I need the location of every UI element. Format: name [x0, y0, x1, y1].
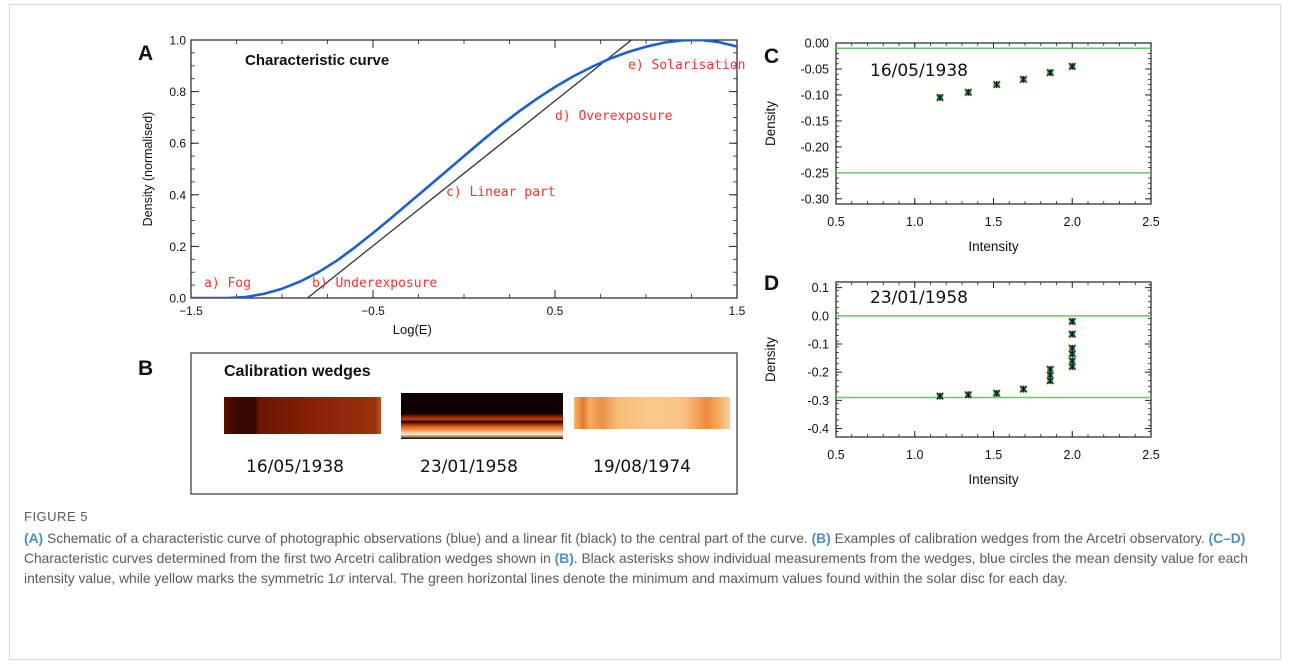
caption-text-rest2: interval. The green horizontal lines den…: [344, 571, 1068, 586]
wedge-date-1958: 23/01/1958: [420, 457, 518, 477]
annotation-label: a) Fog: [204, 276, 251, 291]
wedge-image-1938: [224, 397, 381, 434]
y-tick-label: -0.25: [801, 166, 830, 180]
chart-title: 16/05/1938: [870, 61, 968, 81]
wedge-image-1958: [401, 393, 563, 439]
caption-ref-cd: (C–D): [1208, 531, 1246, 546]
x-tick-label: 1.0: [906, 215, 923, 229]
annotation-label: d) Overexposure: [555, 109, 673, 124]
data-point: [1067, 62, 1077, 71]
y-tick-label: -0.3: [807, 394, 829, 408]
x-tick-label: 0.5: [827, 448, 844, 462]
x-tick-label: 1.5: [985, 448, 1002, 462]
data-point: [935, 93, 945, 102]
x-tick-label: −1.5: [179, 304, 203, 318]
caption-ref-b2: (B): [554, 551, 574, 566]
data-point: [1067, 317, 1077, 326]
y-tick-label: -0.4: [807, 422, 829, 436]
data-point: [1019, 75, 1028, 84]
data-point: [1045, 68, 1055, 77]
x-axis-label: Intensity: [968, 472, 1019, 487]
x-axis-label: Intensity: [968, 239, 1019, 254]
chart-title: 23/01/1958: [870, 288, 968, 308]
caption-text-rest1: . Black asterisks show individual measur…: [24, 551, 1248, 586]
data-point: [992, 80, 1001, 89]
y-tick-label: -0.2: [807, 366, 829, 380]
x-tick-label: 2.0: [1064, 448, 1081, 462]
series-characteristic-curve-line: [191, 40, 737, 298]
caption-text-cd: Characteristic curves determined from th…: [24, 551, 555, 566]
data-point: [935, 391, 945, 401]
data-point: [1019, 384, 1028, 394]
caption-ref-b: (B): [811, 531, 831, 546]
y-tick-label: 0.0: [169, 292, 186, 306]
annotation-label: c) Linear part: [446, 185, 556, 200]
figure-label: FIGURE 5: [24, 509, 88, 524]
annotation-label: b) Underexposure: [312, 276, 437, 291]
x-tick-label: 1.0: [906, 448, 923, 462]
y-tick-label: 0.4: [169, 188, 186, 202]
y-tick-label: -0.15: [801, 114, 830, 128]
y-tick-label: -0.1: [807, 338, 829, 352]
caption-ref-a: (A): [24, 531, 44, 546]
y-axis-label: Density: [763, 337, 778, 382]
panel-a-axes-frame: [190, 39, 738, 299]
caption-sigma: σ: [335, 571, 345, 587]
y-axis-label: Density: [763, 101, 778, 146]
panel-c-letter: C: [764, 45, 779, 68]
y-tick-label: 0.8: [169, 85, 186, 99]
chart-title: Characteristic curve: [245, 52, 389, 69]
x-tick-label: 2.5: [1142, 215, 1159, 229]
data-point: [963, 87, 973, 97]
caption-text-a: Schematic of a characteristic curve of p…: [43, 531, 812, 546]
panel-b-title: Calibration wedges: [224, 363, 371, 380]
y-tick-label: -0.05: [801, 62, 830, 76]
y-axis-label: Density (normalised): [141, 112, 155, 227]
panel-b-letter: B: [138, 357, 153, 380]
wedge-image-1974: [574, 397, 730, 429]
x-tick-label: 1.5: [729, 304, 746, 318]
wedge-date-1938: 16/05/1938: [246, 457, 344, 477]
y-tick-label: 0.1: [812, 281, 829, 295]
data-point: [963, 390, 973, 400]
y-tick-label: 0.2: [169, 240, 186, 254]
panel-d-letter: D: [764, 272, 779, 295]
x-tick-label: 2.5: [1142, 448, 1159, 462]
data-point: [1067, 349, 1077, 359]
figure-canvas: B Calibration wedges A−1.5 −0.5 0.5 1.50.00…: [138, 34, 1160, 495]
x-tick-label: −0.5: [361, 304, 385, 318]
x-tick-label: 2.0: [1064, 215, 1081, 229]
x-axis-label: Log(E): [393, 322, 432, 337]
y-tick-label: 0.0: [812, 309, 829, 323]
y-tick-label: 0.6: [169, 137, 186, 151]
y-tick-label: -0.30: [801, 192, 830, 206]
x-tick-label: 0.5: [547, 304, 564, 318]
annotation-label: e) Solarisation: [628, 58, 745, 73]
x-tick-label: 0.5: [827, 215, 844, 229]
data-point: [1067, 329, 1077, 339]
x-tick-label: 1.5: [985, 215, 1002, 229]
figure-caption: (A) Schematic of a characteristic curve …: [24, 529, 1264, 589]
panel-a-letter: A: [138, 42, 153, 65]
data-point: [992, 388, 1001, 398]
figure-frame: [9, 4, 1281, 660]
series-linear-fit-line: [306, 40, 632, 298]
y-tick-label: 1.0: [169, 34, 186, 48]
y-tick-label: 0.00: [805, 37, 829, 51]
y-tick-label: -0.20: [801, 140, 830, 154]
y-tick-label: -0.10: [801, 88, 830, 102]
caption-text-b: Examples of calibration wedges from the …: [830, 531, 1209, 546]
wedge-date-1974: 19/08/1974: [593, 457, 691, 477]
data-point: [1067, 362, 1077, 371]
data-point: [1045, 376, 1055, 385]
